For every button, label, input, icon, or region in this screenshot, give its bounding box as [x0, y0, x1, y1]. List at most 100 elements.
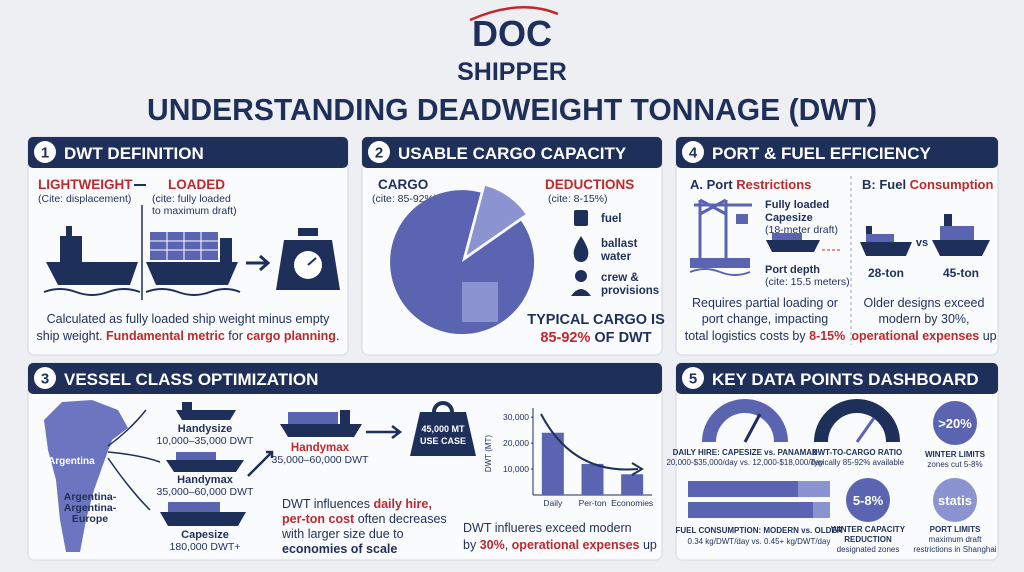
fuel-title: FUEL CONSUMPTION: MODERN vs. OLDER	[676, 526, 843, 535]
port-icon	[689, 198, 752, 276]
badge-text: >20%	[938, 416, 972, 431]
bottom-text: by 30%, operational expenses up	[463, 538, 657, 552]
bottom-text: DWT influeres exceed modern	[463, 521, 632, 535]
panel-number: 2	[375, 145, 383, 162]
deductions-label: DEDUCTIONS	[545, 177, 634, 192]
gauge-needle	[855, 417, 876, 443]
panel-title: PORT & FUEL EFFICIENCY	[712, 144, 931, 163]
weight-text: USE CASE	[420, 436, 466, 446]
fuel-text: operational expenses up	[851, 329, 996, 343]
scale-top	[298, 228, 318, 236]
port-detail: restrictions in Shanghai	[913, 545, 996, 554]
route-arrows	[107, 409, 161, 511]
text-highlight: Consumption	[910, 177, 994, 192]
capacity-title: WINTER CAPACITY	[831, 525, 906, 534]
fuel-bar-modern	[688, 502, 813, 518]
ship-size: 45-ton	[943, 266, 979, 280]
dashboard-icons	[688, 399, 977, 522]
trend-arrowhead	[631, 462, 644, 476]
badge	[846, 478, 890, 522]
header-bar	[676, 137, 998, 168]
text-part: for	[225, 329, 247, 343]
capesize-ship	[766, 240, 820, 252]
text-highlight: 8-15%	[809, 329, 845, 343]
text-part: up	[979, 329, 996, 343]
ship-size: 28-ton	[868, 266, 904, 280]
number-badge	[34, 141, 56, 163]
crane-load	[736, 214, 748, 224]
panel-number: 4	[689, 145, 698, 162]
class-name: Capesize	[181, 529, 229, 541]
port-detail: maximum draft	[929, 535, 983, 544]
text-part: by	[463, 538, 480, 552]
text-part: A. Port	[690, 177, 736, 192]
weight-handle	[432, 401, 454, 413]
number-badge	[682, 367, 704, 389]
route-label: Argentina-	[64, 491, 117, 503]
badge-text: 5-8%	[853, 493, 884, 508]
deductions-cite: (cite: 8-15%)	[548, 193, 608, 205]
deduction-item: water	[600, 251, 632, 263]
funnel	[66, 226, 72, 236]
map-label: Argentina	[48, 456, 95, 467]
cargo-cite: (cite: 85-92%)	[372, 193, 437, 205]
class-name: Handysize	[178, 423, 232, 435]
scale-icon	[276, 228, 340, 290]
section-a-title: A. Port Restrictions	[690, 177, 811, 192]
fuel-text: modern by 30%,	[878, 312, 969, 326]
fuel-bar-modern	[688, 481, 798, 497]
text-highlight: operational expenses	[851, 329, 979, 343]
capesize-ship	[160, 512, 246, 526]
gauge	[814, 399, 900, 443]
small-ship	[860, 242, 912, 256]
section-b-title: B: Fuel Consumption	[862, 177, 993, 192]
x-tick-label: Daily	[543, 498, 563, 508]
panel-title: KEY DATA POINTS DASHBOARD	[712, 370, 979, 389]
small-ship-cargo	[866, 234, 894, 242]
fuel-ships	[860, 214, 990, 256]
large-ship-cargo	[940, 226, 974, 240]
large-ship-bridge	[944, 214, 952, 226]
port-text: port change, impacting	[702, 312, 829, 326]
definition-text: ship weight. Fundamental metric for carg…	[37, 329, 340, 343]
capacity-title: REDUCTION	[844, 535, 892, 544]
ship-bridge	[182, 402, 192, 410]
crew-icon	[575, 270, 587, 282]
port-title: PORT LIMITS	[930, 525, 981, 534]
x-tick-label: Per-ton	[579, 498, 607, 508]
small-ship-bridge	[866, 226, 872, 234]
vessel-text: DWT influences daily hire,	[282, 497, 432, 511]
text-highlight: cargo planning	[246, 329, 336, 343]
gauge-needle	[743, 413, 762, 443]
vessel-text: per-ton cost often decreases	[282, 512, 447, 526]
winter-detail: zones cut 5-8%	[927, 460, 982, 469]
text-part: ,	[505, 538, 512, 552]
ship-cargo	[168, 502, 220, 512]
number-badge	[682, 141, 704, 163]
capesize-label: Capesize	[765, 212, 813, 224]
deduction-slice	[466, 185, 526, 256]
trend-curve	[540, 413, 639, 471]
crane	[694, 198, 752, 258]
main-title: UNDERSTANDING DEADWEIGHT TONNAGE (DWT)	[147, 92, 877, 127]
large-ship	[932, 240, 990, 256]
capesize-cargo	[772, 233, 802, 240]
loaded-ship-icon	[145, 232, 241, 296]
text-highlight: economies of scale	[282, 542, 397, 556]
y-tick-label: 20,000	[503, 438, 529, 448]
map-shape	[44, 400, 128, 552]
featured-ship	[280, 424, 362, 437]
lightweight-label: LIGHTWEIGHT	[38, 177, 133, 192]
fuel-text: Older designs exceed	[864, 296, 985, 310]
featured-name: Handymax	[291, 442, 350, 454]
capesize-label: Fully loaded	[765, 199, 829, 211]
text-highlight: Fundamental metric	[106, 329, 225, 343]
ratio-title: DWT-TO-CARGO RATIO	[812, 448, 902, 457]
badge	[933, 401, 977, 445]
water-icon	[573, 236, 589, 262]
panel-number: 5	[689, 371, 697, 388]
arrow	[247, 450, 274, 477]
port-depth-label: Port depth	[765, 264, 820, 276]
bar	[541, 432, 564, 495]
deduction-icons	[571, 210, 591, 296]
